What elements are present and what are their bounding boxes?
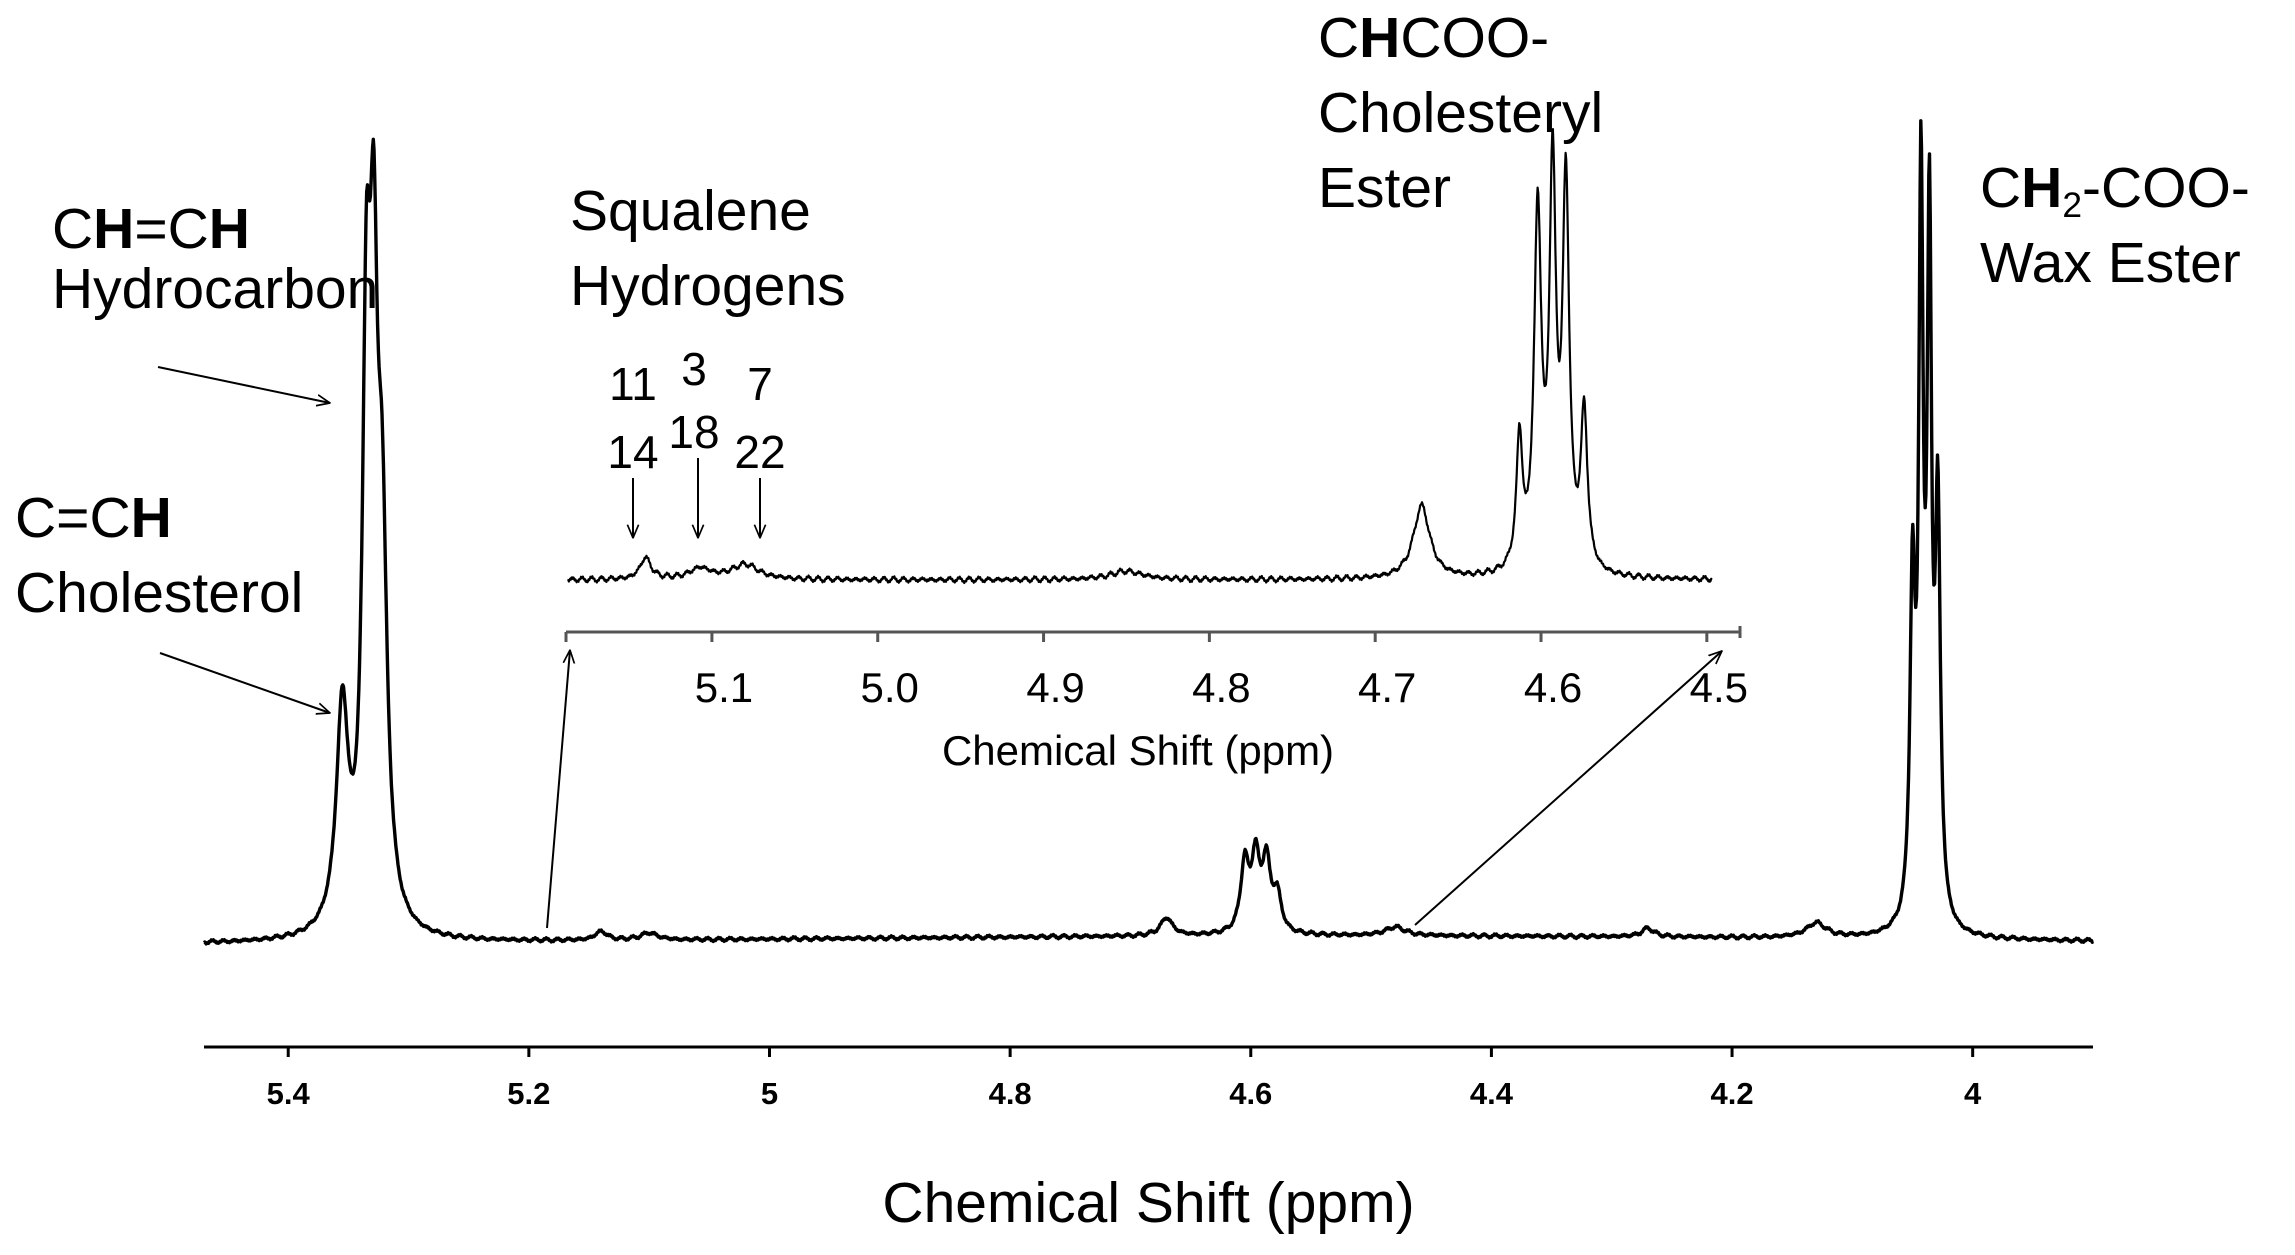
main-tick-label: 4.2: [1710, 1076, 1753, 1111]
inset-tick-label: 4.7: [1358, 664, 1416, 711]
squalene-hydrogen-number: 3: [681, 343, 707, 395]
squalene-hydrogen-number: 18: [668, 406, 719, 458]
main-plot: 5.4 5.2 5 4.8 4.6 4.4 4.2 4 Chemical Shift (ppm…: [202, 119, 2095, 1235]
squalene-hydrogen-number: 22: [734, 426, 785, 478]
squalene-title: Hydrogens: [570, 254, 846, 318]
main-tick-label: 4.4: [1470, 1076, 1514, 1111]
cholesteryl-ester-label: Ester: [1318, 156, 1451, 220]
cholesterol-label: C=CH: [15, 486, 172, 550]
wax-ester-label: CH2-COO-: [1980, 156, 2250, 225]
main-tick-label: 4: [1964, 1076, 1982, 1111]
cholesteryl-ester-label: Cholesteryl: [1318, 81, 1603, 145]
main-spectrum-line: [202, 119, 2095, 946]
inset-tick-label: 4.6: [1524, 664, 1582, 711]
inset-spectrum-line: [566, 128, 1713, 585]
inset-tick-label: 5.1: [695, 664, 753, 711]
hydrocarbon-label: CH=CH: [52, 197, 250, 261]
main-tick-label: 4.6: [1229, 1076, 1272, 1111]
main-x-ticks: 5.4 5.2 5 4.8 4.6 4.4 4.2 4: [267, 1047, 1982, 1111]
inset-tick-label: 5.0: [861, 664, 919, 711]
main-tick-label: 5.2: [507, 1076, 550, 1111]
inset-tick-label: 4.9: [1026, 664, 1084, 711]
wax-ester-label: Wax Ester: [1980, 231, 2241, 295]
cholesterol-arrow: [159, 652, 330, 713]
squalene-hydrogen-number: 14: [607, 426, 658, 478]
cholesterol-label: Cholesterol: [15, 561, 303, 625]
zoom-connector-left: [546, 650, 570, 929]
squalene-hydrogen-number: 11: [609, 358, 657, 410]
main-tick-label: 5.4: [267, 1076, 311, 1111]
inset-x-axis-label: Chemical Shift (ppm): [942, 727, 1334, 774]
hydrocarbon-label: Hydrocarbon: [52, 257, 378, 321]
squalene-hydrogen-number: 7: [747, 358, 773, 410]
main-tick-label: 5: [761, 1076, 778, 1111]
main-x-axis-label: Chemical Shift (ppm): [882, 1171, 1414, 1235]
inset-plot: 5.1 5.0 4.9 4.8 4.7 4.6 4.5 Chemical Shift (pp…: [564, 128, 1748, 774]
squalene-title: Squalene: [570, 179, 811, 243]
hydrocarbon-arrow: [157, 366, 330, 403]
inset-x-ticks: 5.1 5.0 4.9 4.8 4.7 4.6 4.5: [564, 626, 1748, 711]
zoom-connector-right: [1414, 651, 1722, 926]
main-tick-label: 4.8: [989, 1076, 1032, 1111]
inset-tick-label: 4.8: [1192, 664, 1250, 711]
cholesteryl-ester-label: CHCOO-: [1318, 6, 1549, 70]
